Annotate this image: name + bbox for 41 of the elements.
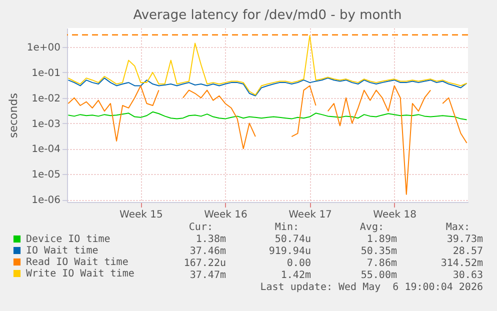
- text: 1.38m: [196, 234, 226, 245]
- y-tick-label: 1e-04: [32, 144, 60, 156]
- text: 7.86m: [366, 258, 397, 269]
- text: 0.00: [286, 258, 311, 269]
- legend-label: Write IO Wait time: [26, 268, 134, 280]
- text: 167.22u: [184, 258, 226, 269]
- text: 919.94u: [268, 246, 311, 257]
- line-series: [68, 35, 468, 96]
- x-tick-label: Week 16: [204, 210, 248, 220]
- line-series: [68, 78, 468, 96]
- y-tick-label: 1e-05: [32, 170, 60, 181]
- y-tick-label: 1e-06: [32, 195, 60, 206]
- text: 314.52m: [440, 258, 483, 269]
- x-tick-label: Week 18: [373, 210, 416, 220]
- y-tick-label: 1e-03: [32, 118, 60, 130]
- chart-title: Average latency for /dev/md0 - by month: [133, 8, 402, 23]
- y-tick-label: 1e-01: [32, 68, 60, 79]
- line-series: [68, 111, 468, 120]
- legend-label: Device IO time: [26, 234, 110, 245]
- x-tick-label: Week 15: [120, 210, 163, 220]
- text: 55.00m: [360, 270, 397, 281]
- text: 28.57: [452, 246, 483, 257]
- y-tick-label: 1e+00: [26, 42, 60, 54]
- legend-label: IO Wait time: [26, 246, 98, 256]
- text: 50.35m: [360, 246, 397, 257]
- text: Max:: [446, 222, 470, 233]
- text: 1.42m: [280, 270, 311, 281]
- x-tick-label: Week 17: [288, 210, 332, 220]
- text: Cur:: [188, 222, 213, 233]
- text: 50.74u: [274, 234, 311, 245]
- text: 39.73m: [446, 234, 483, 245]
- text: 1.89m: [366, 234, 397, 245]
- text: Last update: Wed May 6 19:00:04 2026: [260, 282, 483, 293]
- legend-label: Read IO Wait time: [26, 257, 128, 268]
- y-tick-label: 1e-02: [32, 93, 60, 104]
- text: 37.47m: [190, 270, 226, 281]
- text: 30.63: [452, 270, 483, 281]
- text: Min:: [274, 222, 299, 233]
- text: Avg:: [360, 222, 384, 233]
- text: 37.46m: [190, 246, 226, 257]
- y-axis-title: seconds: [6, 92, 20, 138]
